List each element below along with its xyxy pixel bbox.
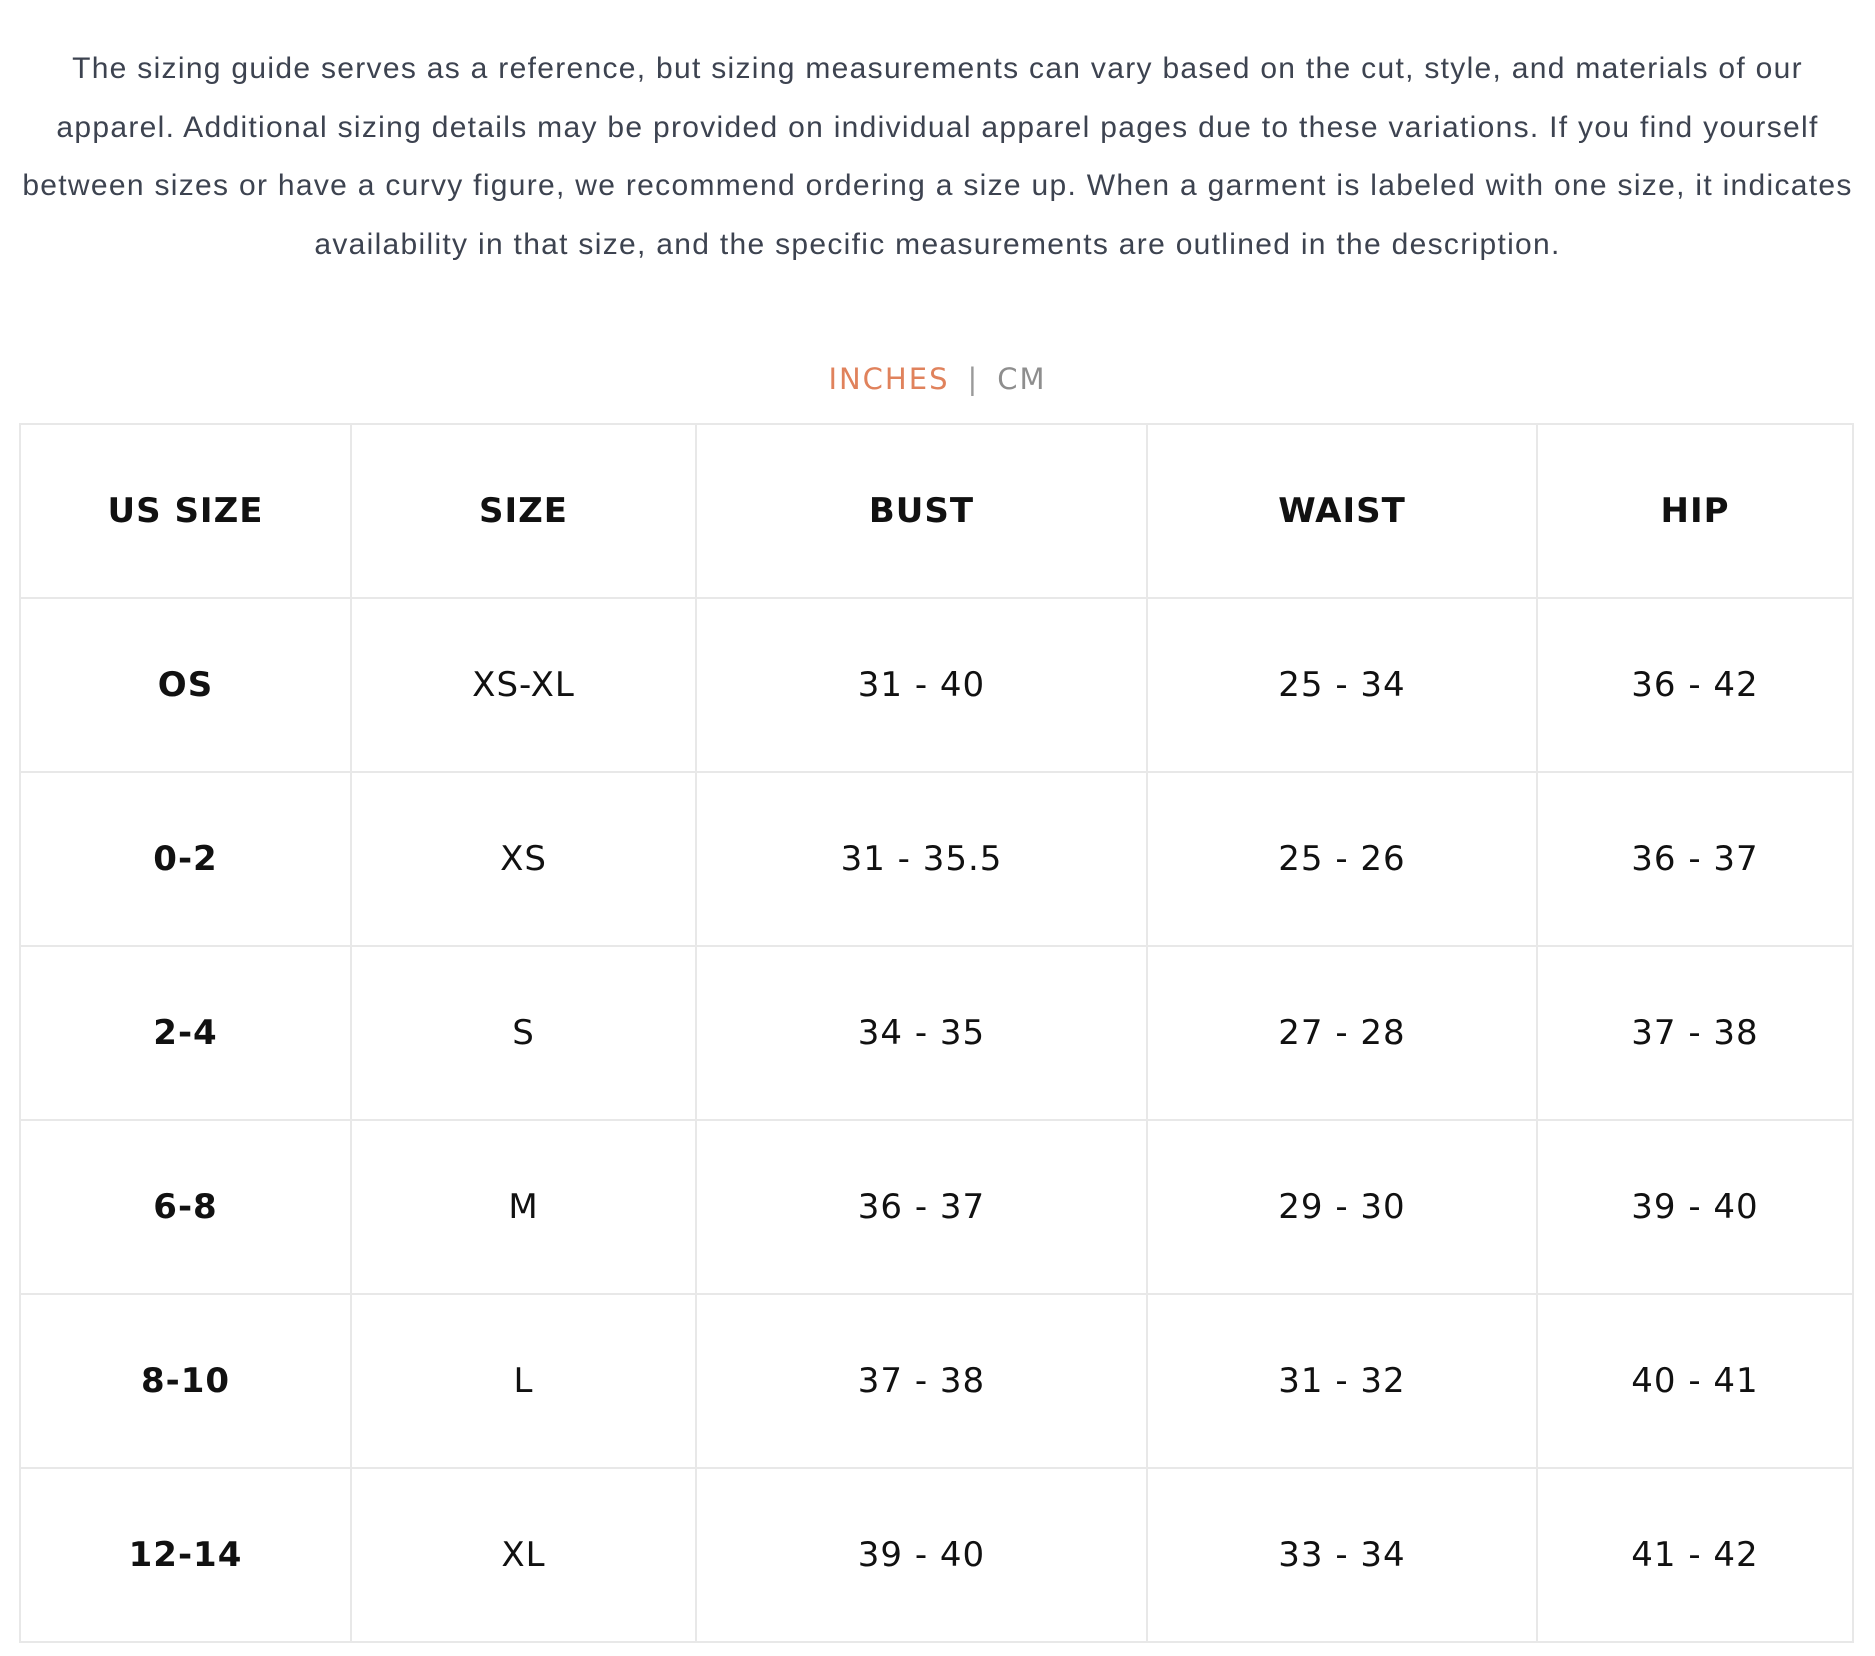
table-row: 0-2 XS 31 - 35.5 25 - 26 36 - 37 [19, 771, 1854, 947]
cell-size: XS [350, 771, 697, 947]
cell-size: XL [350, 1467, 697, 1643]
cell-hip: 41 - 42 [1536, 1467, 1854, 1643]
table-row: 6-8 M 36 - 37 29 - 30 39 - 40 [19, 1119, 1854, 1295]
sizing-intro-text: The sizing guide serves as a reference, … [22, 52, 1853, 261]
table-row: 12-14 XL 39 - 40 33 - 34 41 - 42 [19, 1467, 1854, 1643]
header-bust: BUST [695, 423, 1148, 599]
cell-size: S [350, 945, 697, 1121]
cell-hip: 36 - 37 [1536, 771, 1854, 947]
unit-separator: | [967, 362, 980, 396]
cell-hip: 40 - 41 [1536, 1293, 1854, 1469]
cell-us-size: 8-10 [19, 1293, 352, 1469]
cell-hip: 37 - 38 [1536, 945, 1854, 1121]
cell-size: XS-XL [350, 597, 697, 773]
cell-us-size: OS [19, 597, 352, 773]
header-waist: WAIST [1146, 423, 1538, 599]
cell-bust: 31 - 40 [695, 597, 1148, 773]
unit-cm-tab[interactable]: CM [997, 362, 1047, 396]
unit-inches-tab[interactable]: INCHES [828, 362, 950, 396]
cell-waist: 31 - 32 [1146, 1293, 1538, 1469]
cell-us-size: 2-4 [19, 945, 352, 1121]
cell-us-size: 0-2 [19, 771, 352, 947]
size-chart-table: US SIZE SIZE BUST WAIST HIP OS XS-XL 31 - 40 25… [19, 423, 1854, 1643]
table-row: 8-10 L 37 - 38 31 - 32 40 - 41 [19, 1293, 1854, 1469]
cell-us-size: 6-8 [19, 1119, 352, 1295]
cell-waist: 29 - 30 [1146, 1119, 1538, 1295]
cell-waist: 27 - 28 [1146, 945, 1538, 1121]
cell-bust: 37 - 38 [695, 1293, 1148, 1469]
cell-hip: 36 - 42 [1536, 597, 1854, 773]
cell-hip: 39 - 40 [1536, 1119, 1854, 1295]
table-row: OS XS-XL 31 - 40 25 - 34 36 - 42 [19, 597, 1854, 773]
table-header-row: US SIZE SIZE BUST WAIST HIP [19, 423, 1854, 599]
unit-toggle: INCHES | CM [0, 362, 1875, 396]
cell-size: L [350, 1293, 697, 1469]
header-us-size: US SIZE [19, 423, 352, 599]
header-size: SIZE [350, 423, 697, 599]
cell-bust: 31 - 35.5 [695, 771, 1148, 947]
cell-bust: 39 - 40 [695, 1467, 1148, 1643]
cell-waist: 25 - 26 [1146, 771, 1538, 947]
cell-us-size: 12-14 [19, 1467, 352, 1643]
cell-bust: 36 - 37 [695, 1119, 1148, 1295]
table-row: 2-4 S 34 - 35 27 - 28 37 - 38 [19, 945, 1854, 1121]
cell-bust: 34 - 35 [695, 945, 1148, 1121]
cell-waist: 33 - 34 [1146, 1467, 1538, 1643]
cell-size: M [350, 1119, 697, 1295]
cell-waist: 25 - 34 [1146, 597, 1538, 773]
header-hip: HIP [1536, 423, 1854, 599]
